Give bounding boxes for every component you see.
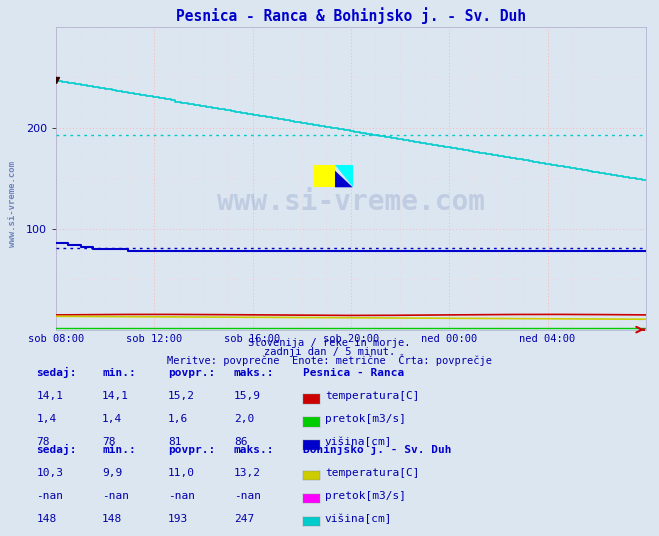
Text: 81: 81 xyxy=(168,437,181,448)
Text: -nan: -nan xyxy=(102,491,129,501)
Text: pretok[m3/s]: pretok[m3/s] xyxy=(325,414,406,425)
Text: Slovenija / reke in morje.: Slovenija / reke in morje. xyxy=(248,338,411,348)
Text: 9,9: 9,9 xyxy=(102,468,123,478)
Text: sedaj:: sedaj: xyxy=(36,444,76,455)
Text: 78: 78 xyxy=(102,437,115,448)
Text: 1,4: 1,4 xyxy=(36,414,57,425)
Text: 148: 148 xyxy=(36,514,57,524)
Text: maks.:: maks.: xyxy=(234,445,274,455)
Text: temperatura[C]: temperatura[C] xyxy=(325,391,419,401)
Text: 1,4: 1,4 xyxy=(102,414,123,425)
Text: 10,3: 10,3 xyxy=(36,468,63,478)
Text: 148: 148 xyxy=(102,514,123,524)
Text: višina[cm]: višina[cm] xyxy=(325,513,392,524)
FancyBboxPatch shape xyxy=(312,165,335,187)
Text: povpr.:: povpr.: xyxy=(168,368,215,378)
Text: 193: 193 xyxy=(168,514,188,524)
Text: -nan: -nan xyxy=(168,491,195,501)
Polygon shape xyxy=(335,170,353,187)
Text: povpr.:: povpr.: xyxy=(168,445,215,455)
Text: pretok[m3/s]: pretok[m3/s] xyxy=(325,491,406,501)
Text: 1,6: 1,6 xyxy=(168,414,188,425)
Text: 11,0: 11,0 xyxy=(168,468,195,478)
Text: 13,2: 13,2 xyxy=(234,468,261,478)
Text: www.si-vreme.com: www.si-vreme.com xyxy=(217,189,485,217)
Text: zadnji dan / 5 minut.: zadnji dan / 5 minut. xyxy=(264,347,395,357)
Polygon shape xyxy=(335,165,353,187)
Text: Pesnica - Ranca: Pesnica - Ranca xyxy=(303,368,405,378)
Text: min.:: min.: xyxy=(102,445,136,455)
Text: 14,1: 14,1 xyxy=(102,391,129,401)
Text: 14,1: 14,1 xyxy=(36,391,63,401)
Text: 247: 247 xyxy=(234,514,254,524)
Text: višina[cm]: višina[cm] xyxy=(325,437,392,448)
Text: temperatura[C]: temperatura[C] xyxy=(325,468,419,478)
Text: 15,9: 15,9 xyxy=(234,391,261,401)
Title: Pesnica - Ranca & Bohinjsko j. - Sv. Duh: Pesnica - Ranca & Bohinjsko j. - Sv. Duh xyxy=(176,8,526,24)
Text: maks.:: maks.: xyxy=(234,368,274,378)
Text: www.si-vreme.com: www.si-vreme.com xyxy=(8,161,17,247)
Text: 15,2: 15,2 xyxy=(168,391,195,401)
Text: sedaj:: sedaj: xyxy=(36,367,76,378)
Text: 78: 78 xyxy=(36,437,49,448)
Text: 2,0: 2,0 xyxy=(234,414,254,425)
Text: min.:: min.: xyxy=(102,368,136,378)
Text: Bohinjsko j. - Sv. Duh: Bohinjsko j. - Sv. Duh xyxy=(303,444,451,455)
Text: -nan: -nan xyxy=(234,491,261,501)
Text: -nan: -nan xyxy=(36,491,63,501)
Text: Meritve: povprečne  Enote: metrične  Črta: povprečje: Meritve: povprečne Enote: metrične Črta:… xyxy=(167,354,492,366)
Text: 86: 86 xyxy=(234,437,247,448)
